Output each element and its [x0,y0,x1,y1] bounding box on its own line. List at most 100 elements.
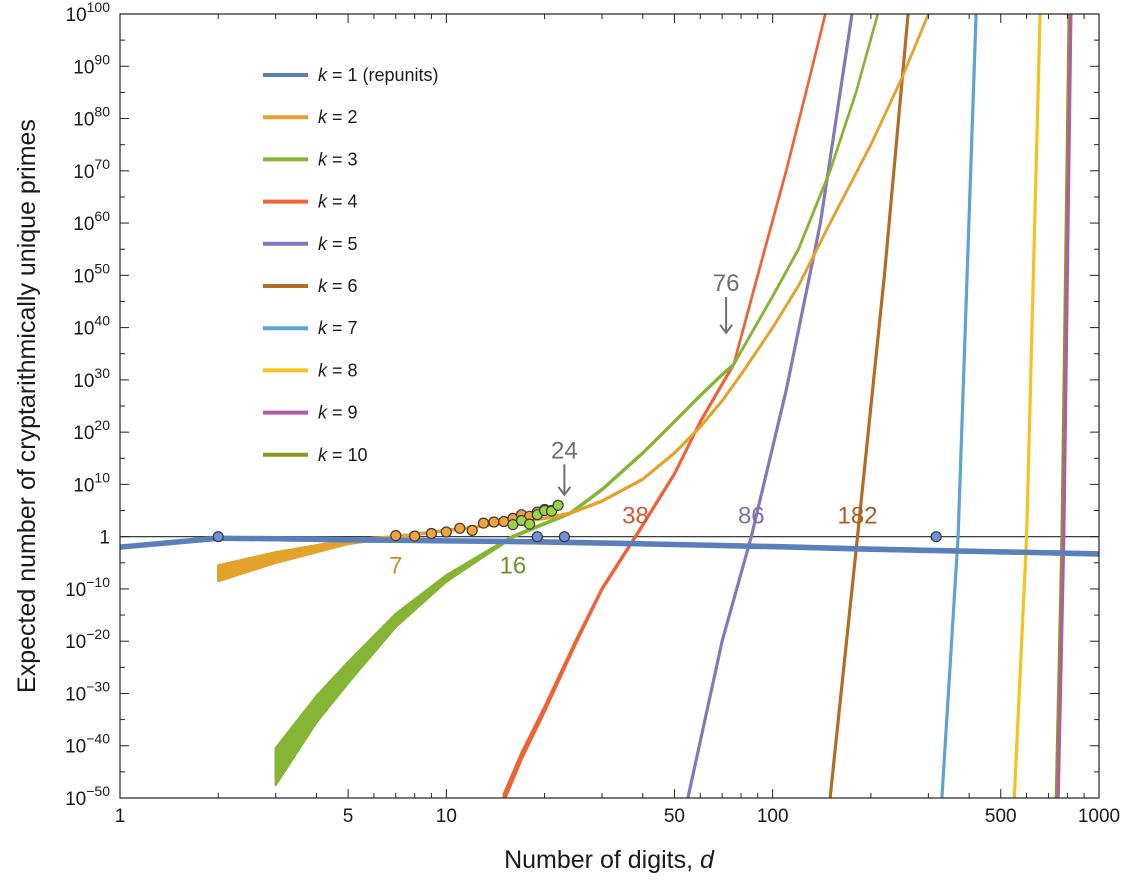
annotation-7: 7 [389,552,402,579]
legend-label: k = 1 (repunits) [318,65,439,85]
x-axis-title: Number of digits, d [504,846,715,874]
y-tick-base: 10 [73,319,94,340]
data-point-k-3 [523,518,536,530]
x-tick-label: 1 [115,806,126,827]
y-tick-label: 10−10 [65,574,110,601]
y-tick-label: 10−30 [65,678,110,705]
y-tick-exponent: −30 [86,678,110,694]
legend-label: k = 6 [318,276,358,296]
legend-label: k = 4 [318,192,358,212]
y-tick-base: 10 [73,57,94,78]
data-point-k-2 [477,517,490,529]
y-tick-base: 10 [73,423,94,444]
annotation-38: 38 [622,503,649,530]
legend-item-k9: k = 9 [263,403,358,423]
data-point-k-3 [552,499,564,511]
y-tick-exponent: −20 [86,626,110,642]
y-tick-label: 1050 [73,260,110,287]
legend-item-k3: k = 3 [263,149,358,169]
data-point-k-2 [409,530,421,542]
series-line-k7 [940,14,978,798]
y-tick-exponent: 90 [94,51,110,67]
series-line-k10 [1054,14,1071,798]
data-point-k-2 [498,515,510,528]
y-tick-exponent: 10 [94,469,110,485]
y-tick-label: 1070 [73,156,110,183]
y-tick-label: 1080 [73,104,110,131]
y-tick-base: 10 [65,789,86,810]
legend-item-k1: k = 1 (repunits) [263,65,439,85]
series-line-k3 [274,14,879,787]
y-tick-exponent: 100 [87,0,111,15]
x-tick-label: 10 [436,806,457,827]
y-tick-base: 10 [73,110,94,131]
legend-label: k = 8 [318,360,358,380]
legend-label: k = 5 [318,234,358,254]
axes-layer: 1 5 10 50 100 500 1000101001090108010701060105… [65,0,1120,827]
y-tick-base: 10 [65,737,86,758]
annotation-16: 16 [500,552,527,579]
series-line-k6 [828,14,910,798]
data-point-k-1-repunits [212,531,224,543]
legend-item-k6: k = 6 [263,276,358,296]
y-tick-label: 1060 [73,208,110,235]
y-tick-exponent: 50 [94,260,110,276]
data-point-k-1-repunits [930,531,942,543]
legend-item-k5: k = 5 [263,234,358,254]
y-tick-base: 10 [73,475,94,496]
legend-label: k = 7 [318,318,358,338]
data-point-k-2 [454,522,466,534]
legend-item-k4: k = 4 [263,192,358,212]
annotation-24: 24 [551,437,578,464]
annotation-arrow-head [719,324,733,335]
annotation-182: 182 [837,503,877,530]
series-line-k1 [120,535,1099,557]
y-tick-base: 10 [65,632,86,653]
y-tick-label: 10−50 [65,783,110,810]
y-tick-base: 10 [73,214,94,235]
legend-item-k2: k = 2 [263,107,358,127]
y-tick-exponent: −40 [86,731,110,747]
series-layer [120,14,1099,798]
y-tick-base: 10 [73,162,94,183]
y-tick-base: 10 [73,266,94,287]
y-tick-exponent: 30 [94,365,110,381]
data-point-k-2 [390,529,402,542]
series-line-k2 [216,14,930,583]
series-line-k8 [1012,14,1042,798]
data-point-k-2 [466,524,478,537]
y-tick-base: 10 [65,684,86,705]
series-line-k5 [686,14,854,798]
y-tick-label: 1090 [73,51,110,78]
data-point-k-2 [440,526,452,538]
y-tick-label: 1 [99,528,110,549]
legend-item-k7: k = 7 [263,318,358,338]
annotation-76: 76 [713,270,740,297]
y-tick-label: 1020 [73,417,110,444]
data-point-k-1-repunits [558,531,571,543]
series-line-k4 [502,14,827,798]
annotation-arrow-head [557,486,572,497]
y-tick-label: 10−40 [65,731,110,758]
data-point-k-2 [425,527,437,540]
x-tick-label: 500 [985,806,1017,827]
plot-frame [119,13,1100,799]
x-tick-label: 100 [757,806,789,827]
annotation-layer: 24 76 7 16 38 86 182 [389,270,877,579]
y-tick-base: 10 [65,580,86,601]
y-tick-exponent: 70 [94,156,110,172]
x-tick-label: 5 [343,806,354,827]
y-axis-title: Expected number of cryptarithmically uni… [13,119,41,693]
y-tick-exponent: 20 [94,417,110,433]
legend-label: k = 3 [318,149,358,169]
legend-label: k = 9 [318,403,358,423]
x-tick-label: 50 [664,806,685,827]
y-tick-label: 1040 [73,313,110,340]
y-tick-exponent: 40 [94,313,110,329]
y-tick-label: 1030 [73,365,110,392]
series-line-k9 [1056,14,1073,798]
data-point-k-1-repunits [531,531,543,543]
legend-item-k10: k = 10 [263,445,368,465]
data-point-k-2 [488,516,500,528]
